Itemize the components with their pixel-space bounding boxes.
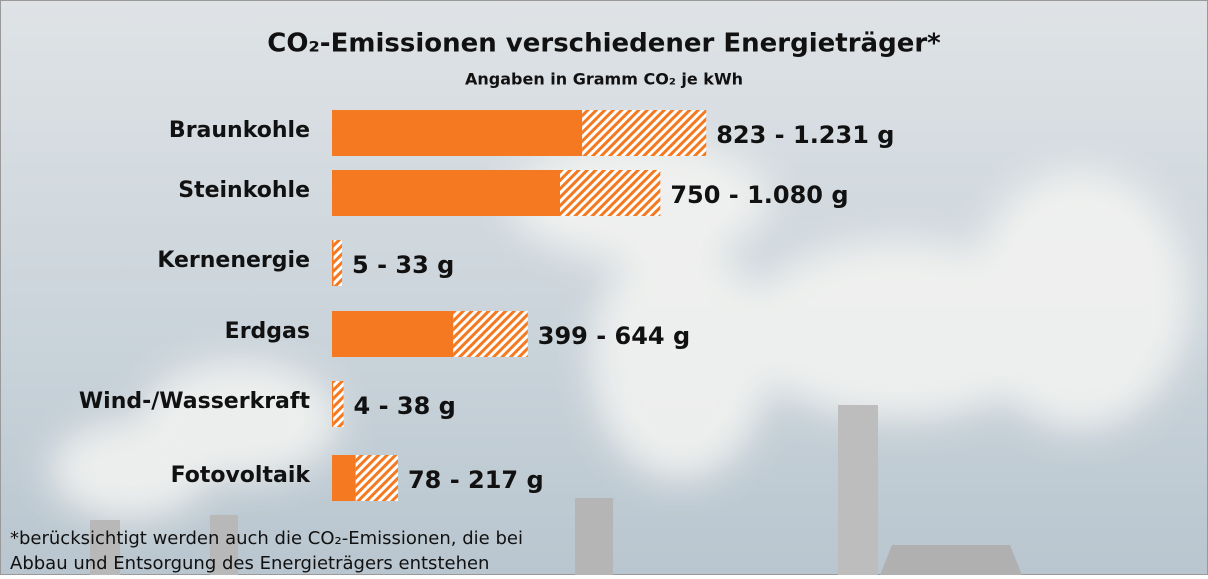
value-label: 823 - 1.231 g (716, 121, 894, 149)
category-label: Kernenergie (157, 248, 310, 273)
chart: CO₂-Emissionen verschiedener Energieträg… (0, 0, 1208, 575)
value-label: 4 - 38 g (354, 392, 456, 420)
value-label: 78 - 217 g (408, 466, 544, 494)
chart-title: CO₂-Emissionen verschiedener Energieträg… (267, 29, 941, 59)
category-label: Fotovoltaik (171, 463, 312, 488)
bar (332, 110, 582, 156)
bar-range (560, 170, 660, 216)
footnote: Abbau und Entsorgung des Energieträgers … (10, 553, 489, 574)
category-label: Steinkohle (178, 178, 310, 203)
bar-range (582, 110, 706, 156)
bar (332, 381, 333, 427)
bar-range (333, 381, 343, 427)
footnote: *berücksichtigt werden auch die CO₂-Emis… (10, 528, 523, 549)
bar (332, 240, 334, 286)
category-label: Wind-/Wasserkraft (79, 389, 311, 414)
category-label: Braunkohle (169, 118, 310, 143)
bar (332, 455, 356, 501)
value-label: 399 - 644 g (538, 322, 690, 350)
value-label: 5 - 33 g (352, 251, 454, 279)
chart-subtitle: Angaben in Gramm CO₂ je kWh (465, 70, 743, 89)
bar-range (334, 240, 343, 286)
bar-range (356, 455, 398, 501)
bar (332, 311, 453, 357)
value-label: 750 - 1.080 g (670, 181, 848, 209)
category-label: Erdgas (225, 319, 310, 344)
bar-range (453, 311, 527, 357)
bar (332, 170, 560, 216)
